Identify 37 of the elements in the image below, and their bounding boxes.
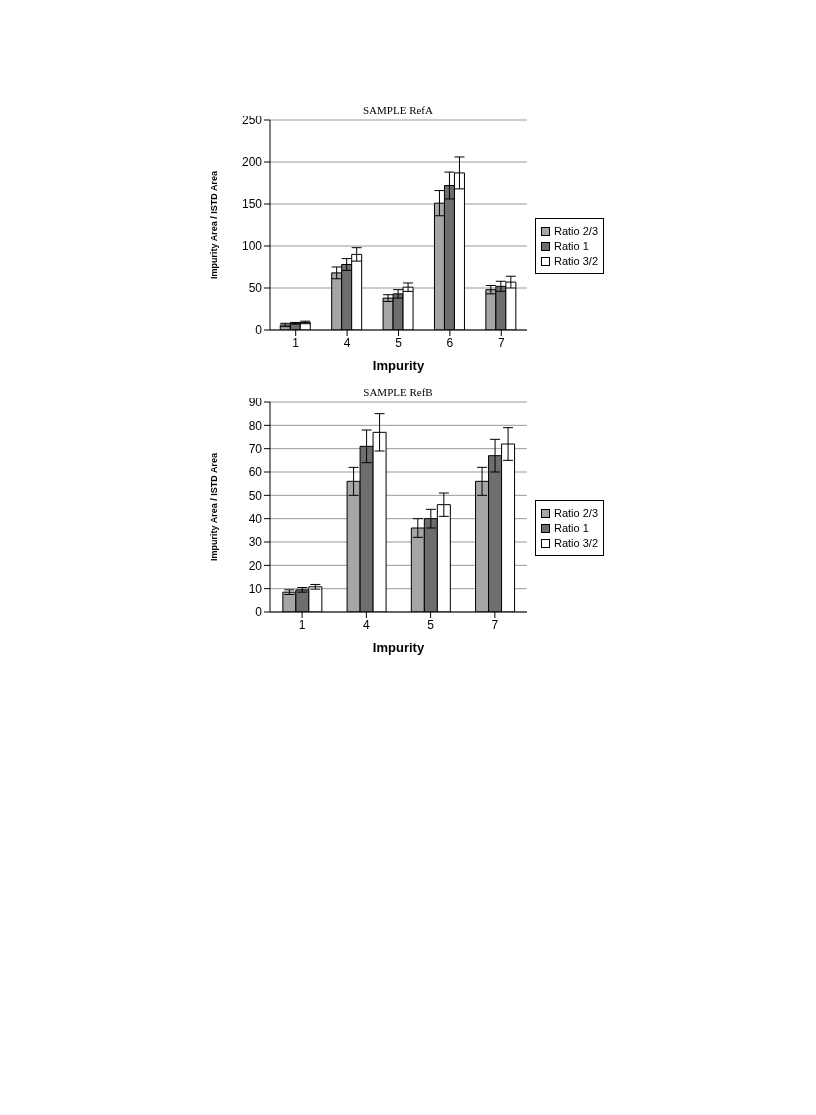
- legend-label: Ratio 2/3: [553, 507, 598, 519]
- x-axis-title: Impurity: [372, 358, 425, 373]
- legend-label: Ratio 1: [553, 240, 589, 252]
- x-tick-label: 6: [446, 335, 454, 350]
- chart-title: SAMPLE RefB: [363, 386, 433, 398]
- legend-label: Ratio 2/3: [553, 225, 598, 237]
- x-tick-label: 1: [292, 335, 300, 350]
- y-tick-label: 200: [241, 155, 263, 170]
- y-tick-label: 60: [248, 465, 263, 480]
- y-tick-label: 100: [241, 239, 263, 254]
- y-tick-label: 150: [241, 197, 263, 212]
- chart-title: SAMPLE RefA: [363, 104, 433, 116]
- y-tick-label: 90: [248, 395, 263, 410]
- y-tick-label: 30: [248, 535, 263, 550]
- legend-label: Ratio 1: [553, 522, 589, 534]
- x-tick-label: 7: [491, 617, 499, 632]
- x-tick-label: 4: [363, 617, 371, 632]
- x-tick-label: 5: [427, 617, 435, 632]
- y-tick-label: 0: [255, 605, 263, 620]
- y-tick-label: 20: [248, 558, 263, 573]
- x-tick-label: 1: [298, 617, 306, 632]
- y-tick-label: 0: [255, 323, 263, 338]
- legend-label: Ratio 3/2: [553, 255, 598, 267]
- y-tick-label: 10: [248, 581, 263, 596]
- x-axis-title: Impurity: [372, 640, 425, 655]
- x-tick-label: 7: [497, 335, 505, 350]
- legend-label: Ratio 3/2: [553, 537, 598, 549]
- x-tick-label: 5: [395, 335, 403, 350]
- x-tick-label: 4: [343, 335, 351, 350]
- y-tick-label: 40: [248, 511, 263, 526]
- y-tick-label: 50: [248, 488, 263, 503]
- y-tick-label: 80: [248, 418, 263, 433]
- y-tick-label: 250: [241, 113, 263, 128]
- y-tick-label: 70: [248, 441, 263, 456]
- y-axis-title: Impurity Area / ISTD Area: [209, 452, 220, 561]
- y-tick-label: 50: [248, 281, 263, 296]
- y-axis-title: Impurity Area / ISTD Area: [209, 170, 220, 279]
